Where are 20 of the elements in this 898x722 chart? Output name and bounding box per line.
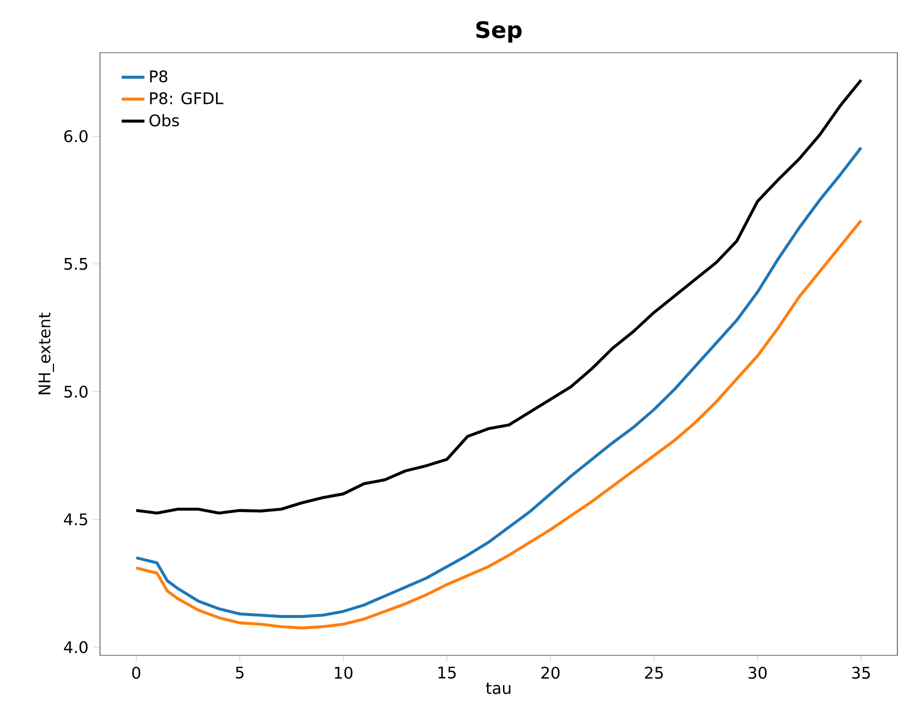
y-tick-label: 5.5 [64, 258, 88, 270]
x-tick-label: 25 [644, 666, 663, 679]
legend-label: Obs [149, 114, 179, 126]
x-axis-title: tau [486, 682, 510, 694]
y-axis-title: NH_extent [38, 312, 54, 394]
x-tick-label: 10 [334, 666, 352, 679]
y-tick-label: 5.0 [64, 386, 88, 398]
y-tick-label: 6.0 [64, 130, 88, 142]
x-tick-label: 35 [852, 666, 870, 679]
legend-label: P8 [150, 70, 168, 82]
y-tick-label: 4.5 [64, 513, 88, 526]
x-tick-label: 0 [132, 666, 140, 679]
line-series [134, 146, 863, 618]
x-tick-label: 5 [236, 666, 244, 679]
x-tick-label: 20 [541, 666, 560, 679]
x-tick-label: 30 [748, 666, 767, 679]
x-tick-label: 15 [438, 666, 456, 679]
chart-title: Sep [476, 21, 522, 43]
y-tick-label: 4.0 [64, 641, 88, 654]
legend-label: P8: GFDL [150, 92, 224, 104]
